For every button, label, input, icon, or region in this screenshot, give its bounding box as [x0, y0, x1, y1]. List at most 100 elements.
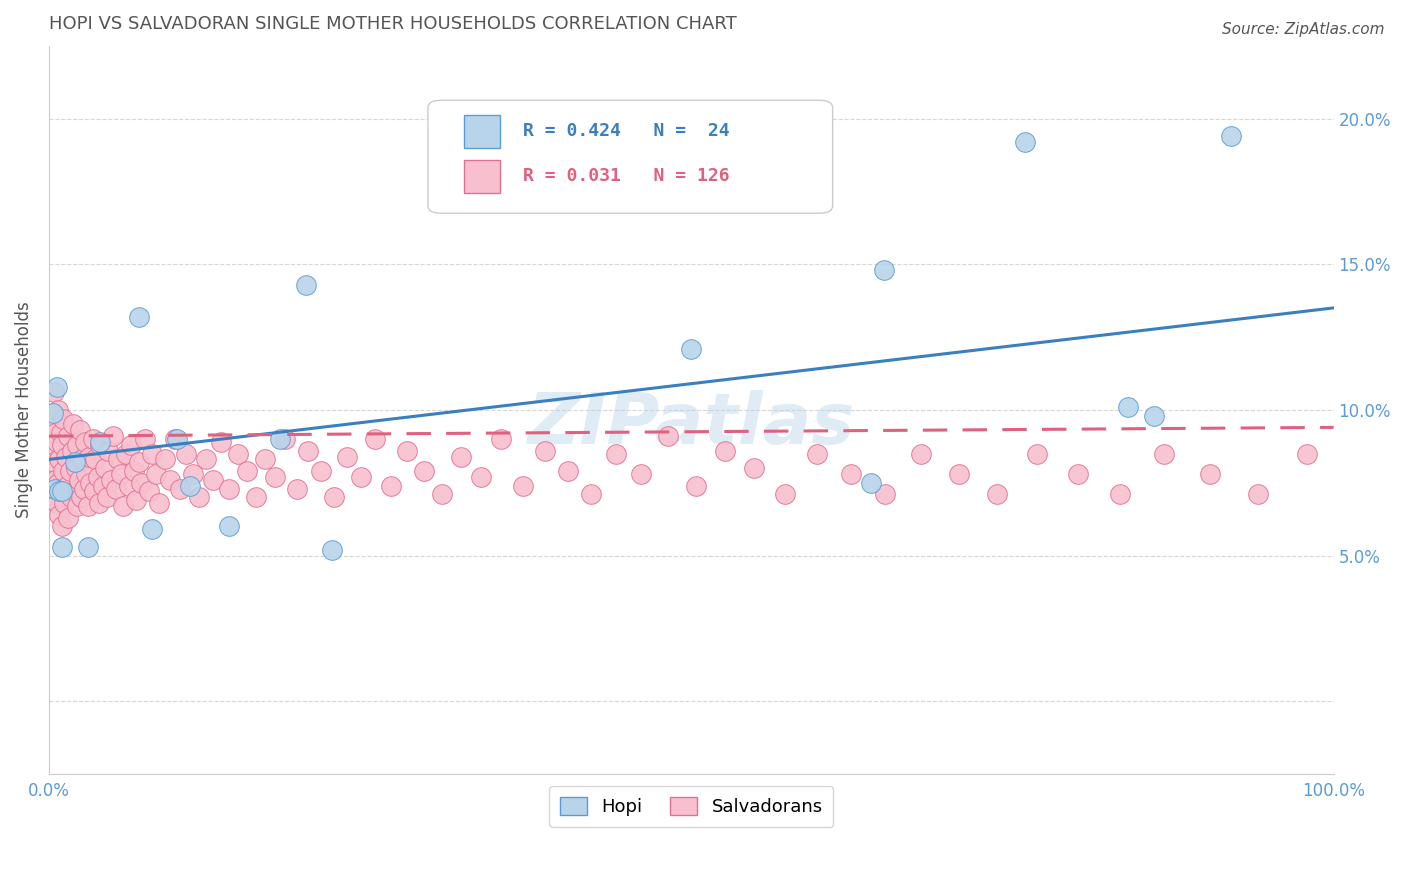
Point [44, 473, 66, 487]
Point [44, 482, 66, 496]
Point [253, 452, 276, 467]
Point [49, 484, 72, 499]
Point [245, 491, 267, 505]
Point [46, 475, 69, 490]
Point [685, 478, 707, 492]
Point [117, 478, 139, 492]
Point [45, 496, 67, 510]
Point [72, 452, 94, 467]
Point [94, 461, 117, 475]
Point [58, 510, 80, 524]
Point [97, 443, 120, 458]
Point [179, 478, 201, 492]
Point [42, 406, 65, 420]
Point [236, 464, 259, 478]
Point [65, 461, 87, 475]
Point [209, 434, 232, 449]
Point [112, 499, 135, 513]
Point [1153, 447, 1175, 461]
Point [657, 429, 679, 443]
Point [194, 452, 217, 467]
Point [48, 452, 70, 467]
Point [489, 432, 512, 446]
Point [42, 493, 65, 508]
Point [188, 491, 211, 505]
Point [41, 441, 63, 455]
Point [59, 491, 82, 505]
Point [153, 452, 176, 467]
Point [141, 447, 163, 461]
Point [82, 432, 104, 446]
Point [141, 522, 163, 536]
Point [134, 432, 156, 446]
FancyBboxPatch shape [464, 115, 501, 148]
Point [396, 443, 419, 458]
Point [46, 403, 69, 417]
Point [49, 426, 72, 441]
Point [45, 379, 67, 393]
Point [166, 432, 188, 446]
Point [630, 467, 652, 481]
Point [79, 475, 101, 490]
Point [62, 417, 84, 432]
Y-axis label: Single Mother Households: Single Mother Households [15, 301, 32, 518]
Text: R = 0.031   N = 126: R = 0.031 N = 126 [523, 168, 730, 186]
Point [226, 447, 249, 461]
Point [84, 452, 107, 467]
Point [42, 455, 65, 469]
Point [269, 432, 291, 446]
Point [218, 482, 240, 496]
Point [534, 443, 557, 458]
Point [148, 496, 170, 510]
Point [839, 467, 862, 481]
Point [1014, 135, 1036, 149]
Point [66, 499, 89, 513]
Point [107, 452, 129, 467]
Point [51, 540, 73, 554]
Point [413, 464, 436, 478]
Point [69, 423, 91, 437]
Point [336, 450, 359, 464]
Point [430, 487, 453, 501]
Point [176, 447, 198, 461]
Point [96, 491, 118, 505]
Point [323, 491, 346, 505]
Point [56, 478, 79, 492]
Point [87, 496, 110, 510]
Point [76, 499, 98, 513]
Point [713, 443, 735, 458]
Point [122, 464, 145, 478]
Point [52, 464, 75, 478]
Point [350, 470, 373, 484]
Point [138, 484, 160, 499]
Point [297, 443, 319, 458]
Point [1247, 487, 1270, 501]
Point [39, 475, 62, 490]
Point [120, 438, 142, 452]
Point [470, 470, 492, 484]
FancyBboxPatch shape [464, 160, 501, 193]
Point [104, 482, 127, 496]
Point [45, 434, 67, 449]
Text: R = 0.424   N =  24: R = 0.424 N = 24 [523, 122, 730, 140]
Point [181, 467, 204, 481]
Point [83, 484, 105, 499]
Point [110, 467, 132, 481]
Point [60, 443, 83, 458]
Point [89, 434, 111, 449]
Point [285, 482, 308, 496]
Point [860, 475, 883, 490]
Point [145, 467, 167, 481]
Point [1067, 467, 1090, 481]
FancyBboxPatch shape [427, 100, 832, 213]
Point [67, 473, 90, 487]
Point [115, 447, 138, 461]
Point [66, 438, 89, 452]
Point [1025, 447, 1047, 461]
Point [103, 429, 125, 443]
Point [681, 342, 703, 356]
Point [128, 455, 150, 469]
Point [875, 487, 897, 501]
Point [579, 487, 602, 501]
Point [986, 487, 1008, 501]
